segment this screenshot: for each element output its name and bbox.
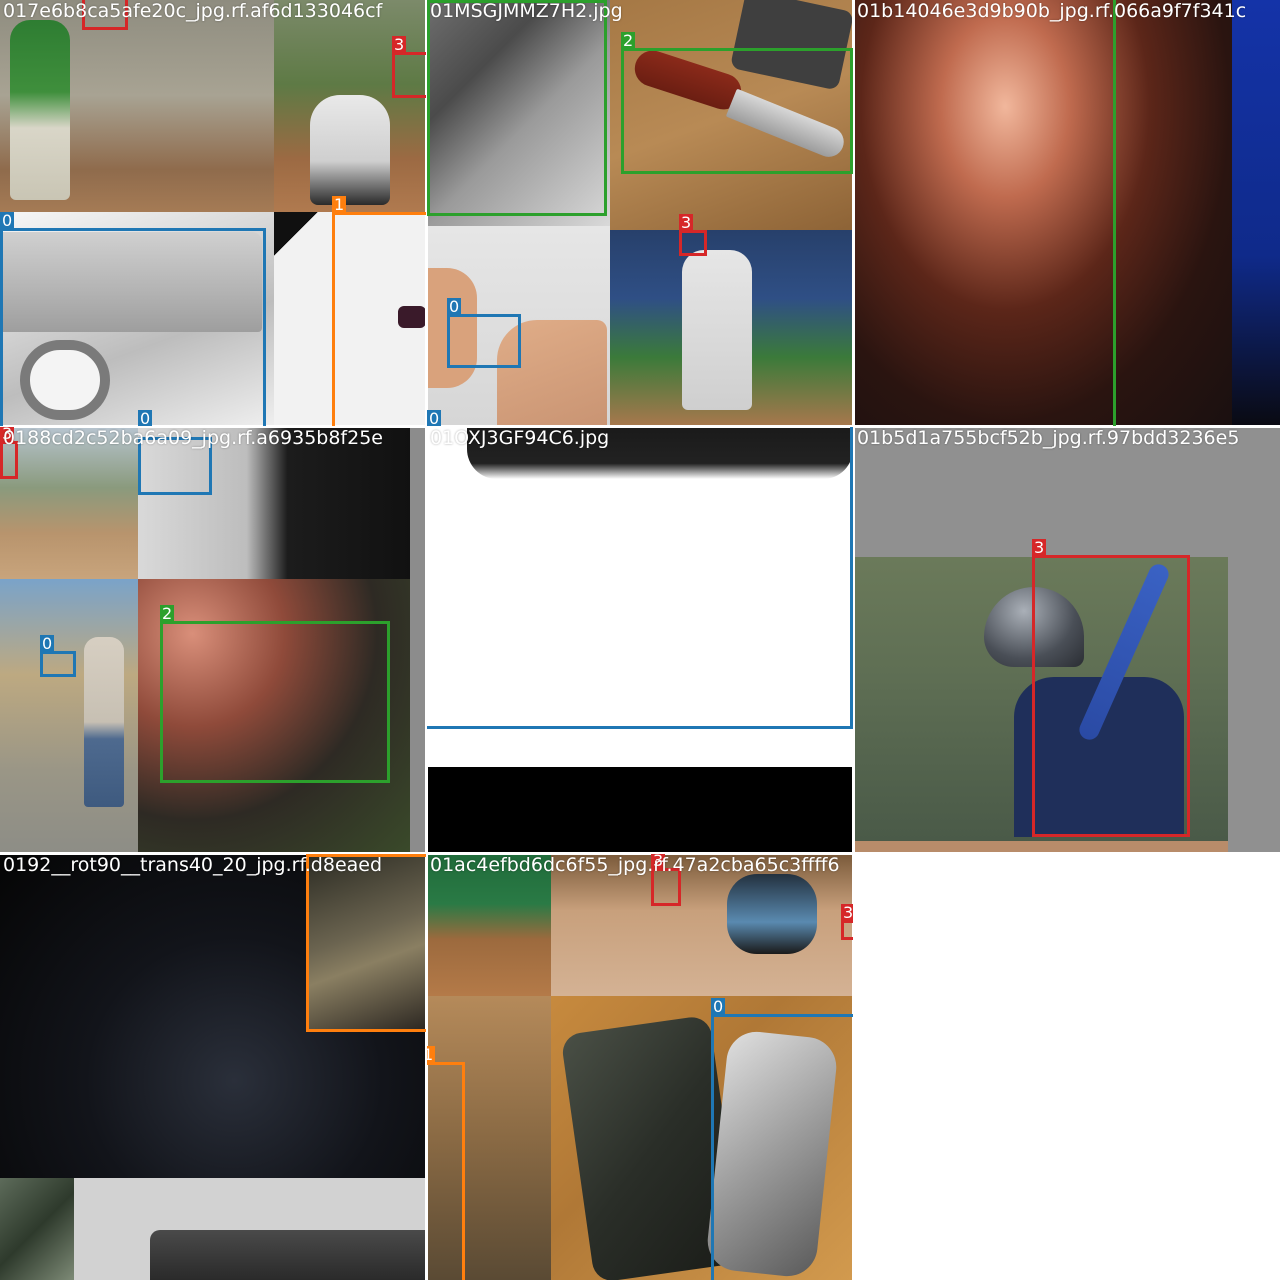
bounding-box-class-3: 3 — [392, 36, 426, 98]
bounding-box-class-0: 0 — [447, 298, 521, 368]
bounding-box-class-3: 3 — [679, 214, 707, 256]
grid-divider — [0, 852, 1280, 855]
bounding-box-class-0: 0 — [711, 998, 853, 1280]
bounding-box-class-2: 2 — [621, 32, 853, 174]
bounding-box-class-2 — [427, 0, 607, 216]
bounding-box-class-1: 1 — [332, 196, 426, 426]
box-label: 0 — [447, 297, 462, 316]
catcher-figure — [310, 95, 390, 205]
bounding-box-class-2: 2 — [160, 605, 390, 783]
bounding-box-class-0: 0 — [40, 635, 76, 677]
box-label: 0 — [711, 997, 726, 1016]
box-label: 2 — [621, 31, 636, 50]
mosaic-cell: 3 3 0 1 01ac4efbd6dc6f55_jpg.rf.47a2cba6… — [427, 854, 853, 1280]
image-filename: 0192__rot90__trans40_20_jpg.rf.d8eaed — [3, 854, 383, 876]
mosaic-cell: 1 0192__rot90__trans40_20_jpg.rf.d8eaed — [0, 854, 426, 1280]
grid-divider — [425, 0, 428, 1280]
empty-cell — [855, 855, 1280, 1280]
box-label: 1 — [427, 1046, 436, 1063]
batter-figure — [682, 250, 752, 410]
bounding-box-class-3 — [82, 0, 128, 30]
bounding-box-class-0: 0 — [0, 212, 266, 426]
blue-background — [1232, 0, 1280, 426]
ejected-casing-photo — [427, 996, 551, 1280]
box-label: 1 — [332, 195, 347, 214]
image-filename: 01MSGJMMZ7H2.jpg — [430, 0, 623, 22]
black-band — [427, 767, 853, 853]
stadium-photo — [427, 854, 551, 996]
dirt-strip — [854, 841, 1228, 853]
box-label: 0 — [0, 211, 15, 230]
mosaic-cell: 01b14046e3d9b90b_jpg.rf.066a9f7f341c — [854, 0, 1280, 426]
bounding-box-class-2 — [854, 0, 1116, 426]
pixelated-gun-photo — [427, 0, 610, 226]
box-label: 3 — [1032, 538, 1047, 557]
mosaic-cell: 2 3 0 0 01MSGJMMZ7H2.jpg — [427, 0, 853, 426]
mosaic-cell: 01OXJ3GF94C6.jpg — [427, 427, 853, 853]
box-label: 0 — [40, 634, 55, 653]
shooter-figure — [84, 637, 124, 807]
batting-practice-photo — [0, 427, 138, 579]
bounding-box-class-3: 3 — [651, 854, 681, 906]
box-label: 2 — [160, 604, 175, 623]
trigger-guard — [20, 340, 110, 420]
image-filename: 01b14046e3d9b90b_jpg.rf.066a9f7f341c — [857, 0, 1247, 22]
box-label: 3 — [651, 854, 666, 870]
bounding-box-class-1: 1 — [427, 1046, 465, 1280]
grid-divider — [0, 425, 1280, 428]
box-label: 3 — [679, 213, 694, 232]
camo-patch — [0, 1178, 74, 1280]
mosaic-cell: 3 0 2 0188cd2c52ba6a09_jpg.rf.a6935b8f25… — [0, 427, 426, 853]
bounding-box-class-1: 1 — [306, 854, 426, 1032]
white-photo — [427, 427, 853, 767]
rifle-closeup — [306, 854, 426, 1032]
gun-silhouette — [150, 1230, 426, 1280]
box-label: 1 — [306, 854, 321, 855]
bounding-box-class-0 — [138, 437, 212, 495]
mosaic-cell: 3 0 0 1 017e6b8ca5afe20c_jpg.rf.af6d1330… — [0, 0, 426, 426]
box-label: 0 — [138, 409, 153, 426]
pistol-slide — [0, 232, 262, 332]
box-label: 3 — [0, 427, 15, 443]
gun-barrel-silhouette — [467, 427, 853, 479]
hand-and-arm — [497, 320, 607, 426]
grid-divider — [852, 0, 855, 1280]
bounding-box-class-3: 3 — [0, 427, 18, 479]
gray-strip — [410, 427, 426, 853]
batter-figure — [10, 20, 70, 200]
bounding-box-class-0 — [427, 427, 853, 729]
player-figure — [727, 874, 817, 954]
dark-object — [398, 306, 426, 328]
bounding-box-class-3: 3 — [1032, 539, 1190, 837]
image-filename: 01b5d1a755bcf52b_jpg.rf.97bdd3236e5 — [857, 427, 1240, 449]
box-label: 3 — [392, 35, 407, 54]
bounding-box-class-3: 3 — [841, 904, 853, 940]
box-label: 3 — [841, 904, 853, 921]
blurred-knife-photo — [138, 579, 410, 853]
man-face — [427, 268, 477, 388]
image-filename: 017e6b8ca5afe20c_jpg.rf.af6d133046cf — [3, 0, 383, 22]
image-filename: 0188cd2c52ba6a09_jpg.rf.a6935b8f25e — [3, 427, 383, 449]
image-filename: 01ac4efbd6dc6f55_jpg.rf.47a2cba65c3ffff6 — [430, 854, 840, 876]
mosaic-cell: 3 01b5d1a755bcf52b_jpg.rf.97bdd3236e5 — [854, 427, 1280, 853]
handgun-shot-photo — [138, 427, 410, 579]
box-label: 0 — [427, 409, 442, 426]
image-filename: 01OXJ3GF94C6.jpg — [430, 427, 610, 449]
closeup-dark-photo — [854, 0, 1232, 426]
